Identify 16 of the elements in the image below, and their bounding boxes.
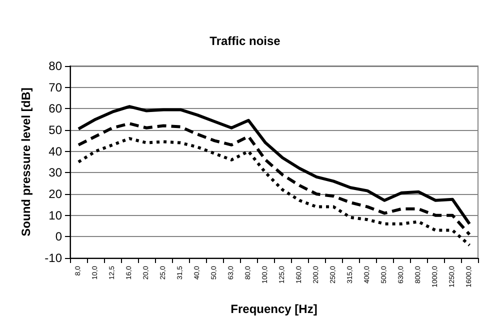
line-series: [77, 105, 471, 226]
y-tick-label: 80: [48, 59, 62, 73]
y-tick-label: 60: [48, 102, 62, 116]
y-tick-label: 10: [48, 208, 62, 222]
y-tick-label: 40: [48, 144, 62, 158]
y-tick-label: -10: [44, 251, 62, 265]
y-axis-title: Sound pressure level [dB]: [19, 88, 33, 236]
x-axis-title: Frequency [Hz]: [230, 302, 318, 316]
y-tick-label: 30: [48, 166, 62, 180]
chart-title: Traffic noise: [210, 34, 281, 48]
y-tick-label: 20: [48, 187, 62, 201]
y-tick-label: 70: [48, 80, 62, 94]
line-series: [77, 122, 471, 236]
line-series: [77, 137, 471, 247]
y-tick-label: 0: [55, 230, 62, 244]
y-tick-label: 50: [48, 123, 62, 137]
